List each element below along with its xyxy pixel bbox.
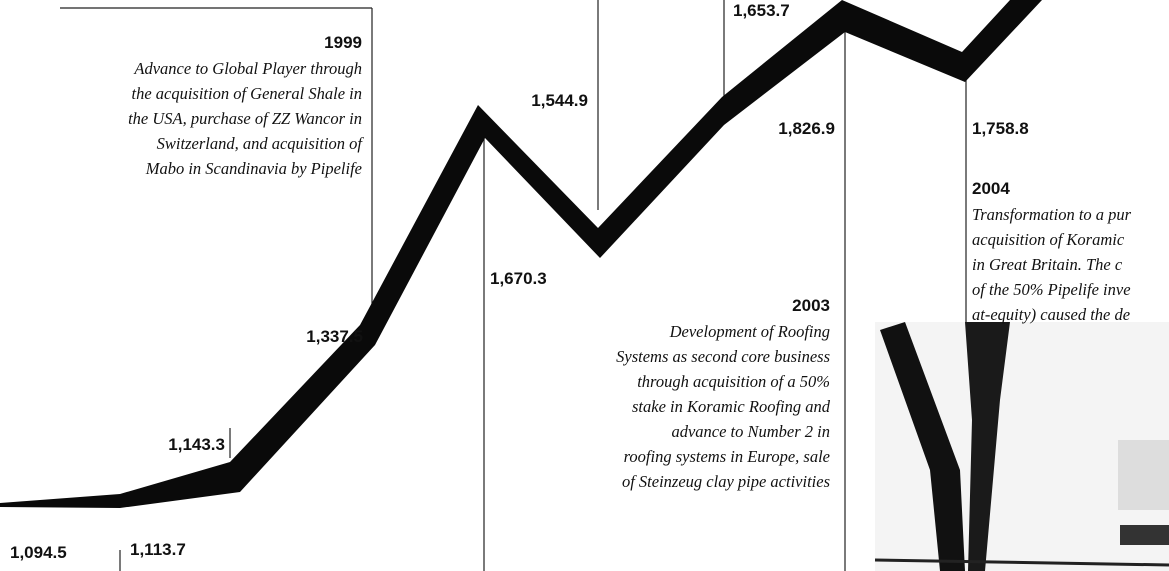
annotation-line: of Steinzeug clay pipe activities (622, 472, 830, 491)
annotation-line: roofing systems in Europe, sale (624, 447, 830, 466)
value-label: 1,544.9 (531, 91, 588, 110)
annotation-line: through acquisition of a 50% (637, 372, 830, 391)
annotation-line: Systems as second core business (616, 347, 830, 366)
value-label: 1,094.5 (10, 543, 67, 562)
annotation-line: Transformation to a pur (972, 205, 1132, 224)
chart-page: 1,094.5 1,113.7 1,143.3 1,337.5 1,544.9 … (0, 0, 1169, 571)
annotation-line: the USA, purchase of ZZ Wancor in (128, 109, 362, 128)
annotation-line: acquisition of Koramic (972, 230, 1125, 249)
annotation-line: Advance to Global Player through (133, 59, 362, 78)
photo-shape (1120, 525, 1169, 545)
annotation-line: at-equity) caused the de (972, 305, 1130, 324)
annotation-year: 1999 (324, 33, 362, 52)
value-label: 1,113.7 (130, 540, 186, 559)
annotation-line: of the 50% Pipelife inve (972, 280, 1131, 299)
annotation-line: Mabo in Scandinavia by Pipelife (145, 159, 362, 178)
value-label: 1,758.8 (972, 119, 1029, 138)
annotation-line: Switzerland, and acquisition of (157, 134, 365, 153)
annotation-line: the acquisition of General Shale in (131, 84, 362, 103)
annotation-line: stake in Koramic Roofing and (632, 397, 831, 416)
annotation-line: in Great Britain. The c (972, 255, 1123, 274)
photo-shape (1118, 440, 1169, 510)
value-label: 1,337.5 (306, 327, 363, 346)
annotation-line: advance to Number 2 in (671, 422, 830, 441)
page: 1,094.5 1,113.7 1,143.3 1,337.5 1,544.9 … (0, 0, 1169, 571)
annotation-year: 2003 (792, 296, 830, 315)
value-label: 1,670.3 (490, 269, 547, 288)
value-label: 1,143.3 (168, 435, 225, 454)
value-label: 1,826.9 (778, 119, 835, 138)
photo (875, 322, 1169, 571)
value-label: 1,653.7 (733, 1, 790, 20)
annotation-year: 2004 (972, 179, 1010, 198)
annotation-line: Development of Roofing (669, 322, 830, 341)
